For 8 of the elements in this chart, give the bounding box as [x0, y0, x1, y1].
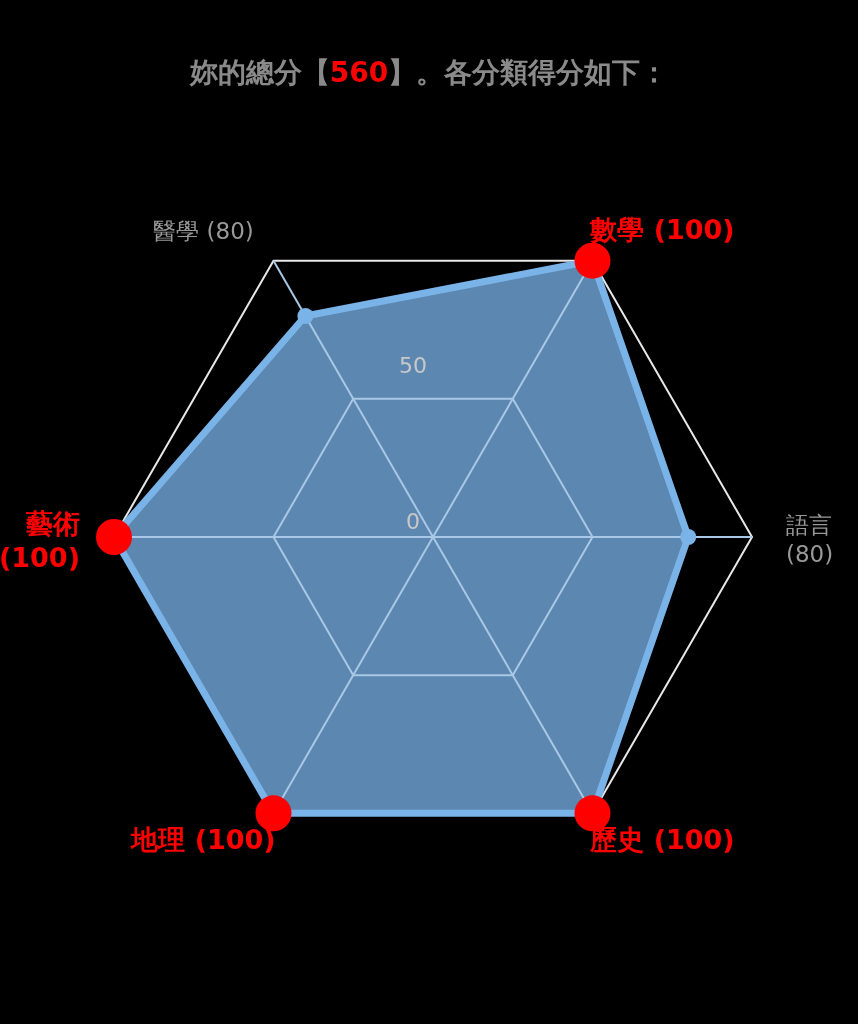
y-tick-label: 50	[399, 352, 427, 378]
spoke-label: 數學 (100)	[589, 213, 735, 245]
spoke-label: 地理 (100)	[130, 824, 276, 856]
chart-title: 妳的總分【560】。各分類得分如下：	[188, 56, 669, 89]
y-tick-label: 0	[406, 509, 420, 534]
spoke-label: 醫學 (80)	[153, 217, 254, 244]
spoke-label: 語言 (80)	[786, 512, 834, 567]
spoke-label: 藝術 (100)	[0, 508, 80, 573]
